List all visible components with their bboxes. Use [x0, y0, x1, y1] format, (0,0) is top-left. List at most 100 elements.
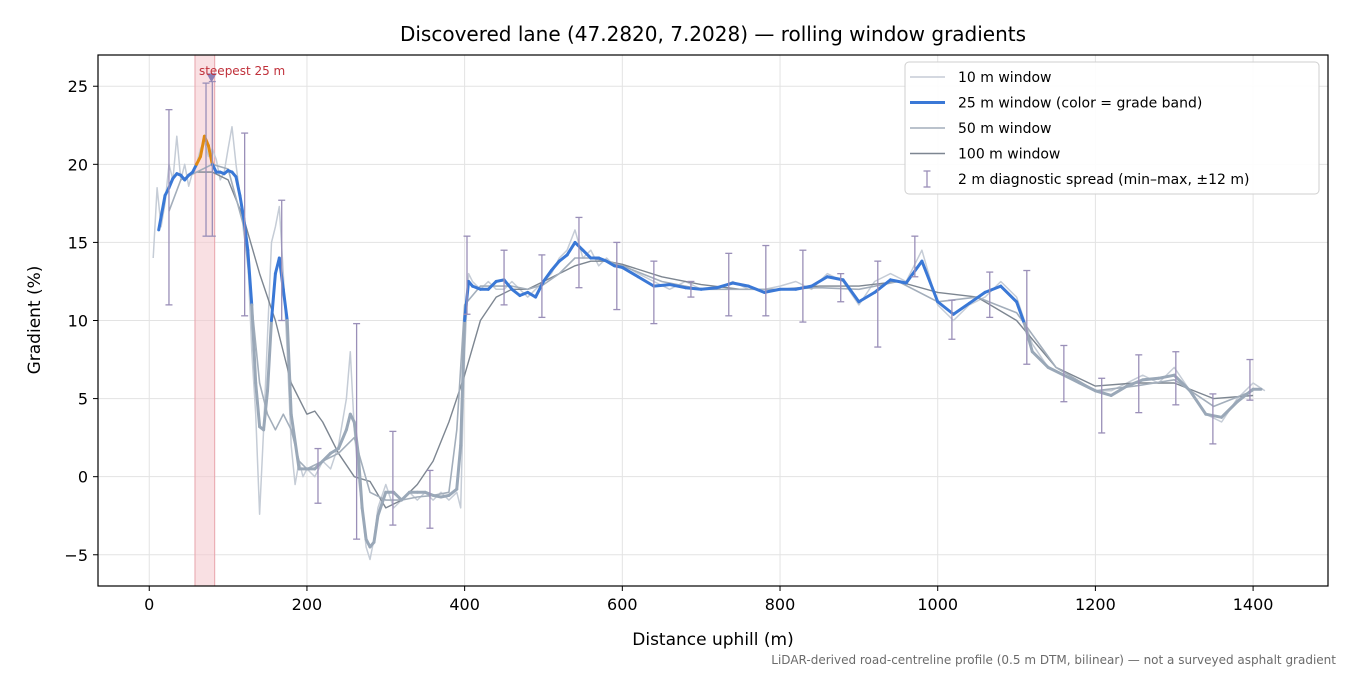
legend-label-w50: 50 m window	[958, 121, 1051, 137]
errorbar	[762, 244, 770, 317]
series-segment-25m	[526, 290, 538, 299]
y-tick-label: 0	[78, 468, 88, 487]
steepest-label: steepest 25 m	[199, 64, 285, 78]
series-segment-25m	[266, 319, 273, 393]
y-axis-label: Gradient (%)	[25, 266, 45, 375]
errorbar	[1209, 393, 1217, 445]
errorbar	[1098, 377, 1106, 434]
footnote: LiDAR-derived road-centreline profile (0…	[771, 653, 1336, 667]
errorbar	[799, 249, 807, 323]
series-segment-25m	[1030, 350, 1050, 369]
series-segment-25m	[360, 506, 368, 541]
y-tick-label: −5	[64, 546, 88, 565]
series-segment-25m	[447, 487, 459, 497]
x-tick-label: 0	[144, 595, 154, 614]
series-segment-25m	[1046, 365, 1066, 377]
errorbar	[538, 254, 546, 319]
x-tick-label: 800	[765, 595, 796, 614]
series-segment-25m	[731, 281, 750, 288]
series-segment-25m	[652, 283, 672, 288]
series-line-50m	[168, 163, 1254, 501]
series-segment-25m	[157, 194, 167, 232]
x-tick-label: 1400	[1233, 595, 1274, 614]
series-segment-25m	[336, 428, 348, 451]
series-segment-25m	[746, 284, 766, 294]
series-segment-25m	[810, 275, 829, 288]
y-tick-label: 5	[78, 390, 88, 409]
series-segment-25m	[269, 272, 277, 322]
errorbar	[426, 469, 434, 529]
steepest-marker	[206, 73, 217, 83]
errorbar	[911, 235, 919, 278]
series-segment-25m	[372, 514, 380, 544]
errorbar	[650, 260, 658, 325]
y-axis-ticks: −5 0 5 10 15 20 25	[64, 77, 98, 565]
series-segment-25m	[549, 259, 561, 273]
series-segment-25m	[329, 447, 340, 455]
y-tick-label: 10	[68, 312, 88, 331]
steepest-annotation: steepest 25 m	[199, 64, 285, 83]
series-segment-25m	[1093, 389, 1113, 397]
series-segment-25m	[668, 283, 687, 290]
series-segment-25m	[565, 240, 577, 257]
series-segment-25m	[794, 284, 814, 291]
errorbar	[986, 271, 994, 319]
legend-label-errorbars: 2 m diagnostic spread (min–max, ±12 m)	[958, 172, 1249, 188]
steepest-band	[194, 55, 215, 586]
x-tick-label: 1200	[1075, 595, 1116, 614]
series-segment-25m	[1141, 376, 1160, 382]
series-segment-25m	[199, 134, 206, 159]
legend-label-w25: 25 m window (color = grade band)	[958, 96, 1202, 112]
errorbar	[948, 299, 956, 340]
series-segment-25m	[999, 284, 1019, 304]
errorbar	[314, 447, 322, 504]
chart-title: Discovered lane (47.2820, 7.2028) — roll…	[400, 22, 1026, 46]
series-segment-25m	[250, 303, 258, 385]
series-segment-25m	[344, 412, 352, 432]
errorbar	[353, 322, 361, 540]
errorbar	[500, 249, 508, 306]
series-segment-25m	[234, 175, 242, 198]
series-segment-25m	[238, 194, 246, 221]
series-segment-25m	[376, 490, 388, 518]
series-segment-25m	[246, 248, 254, 307]
series-segment-25m	[683, 286, 703, 291]
series-segment-25m	[206, 144, 214, 166]
x-tick-label: 400	[449, 595, 480, 614]
series-segment-25m	[313, 459, 325, 471]
errorbar	[208, 80, 216, 237]
series-segment-25m	[1172, 373, 1192, 393]
legend-box	[904, 61, 1320, 195]
series-segment-25m	[285, 319, 293, 416]
series-segment-25m	[715, 281, 735, 290]
series-segment-25m	[1015, 300, 1026, 326]
series-segment-25m	[1109, 384, 1129, 397]
series-segment-25m	[1204, 412, 1224, 419]
legend-label-w100: 100 m window	[958, 147, 1060, 163]
errorbar	[1172, 351, 1180, 406]
series-segment-25m	[920, 259, 940, 304]
series-segment-25m	[951, 301, 971, 316]
series-segment-25m	[167, 176, 175, 190]
errorbar	[837, 272, 845, 303]
errorbar	[1135, 354, 1143, 414]
series-segment-25m	[502, 278, 514, 291]
errorbar	[1023, 269, 1031, 365]
series-segment-25m	[1062, 373, 1082, 385]
series-segment-25m	[557, 253, 569, 263]
series-segment-25m	[486, 279, 498, 291]
series-segment-25m	[762, 287, 782, 294]
errorbar-layer	[165, 80, 1254, 540]
series-segment-25m	[1125, 378, 1145, 388]
series-segment-25m	[1188, 389, 1208, 416]
x-axis-ticks: 0 200 400 600 800 1000 1200 1400	[144, 586, 1273, 614]
errorbar	[202, 82, 210, 237]
errorbar	[389, 430, 397, 526]
x-axis-label: Distance uphill (m)	[632, 630, 793, 650]
errorbar	[1060, 344, 1068, 403]
series-segment-25m	[254, 381, 262, 429]
errorbar	[687, 280, 695, 298]
series-segment-25m	[392, 490, 404, 502]
errorbar	[241, 132, 249, 317]
errorbar	[463, 235, 471, 315]
